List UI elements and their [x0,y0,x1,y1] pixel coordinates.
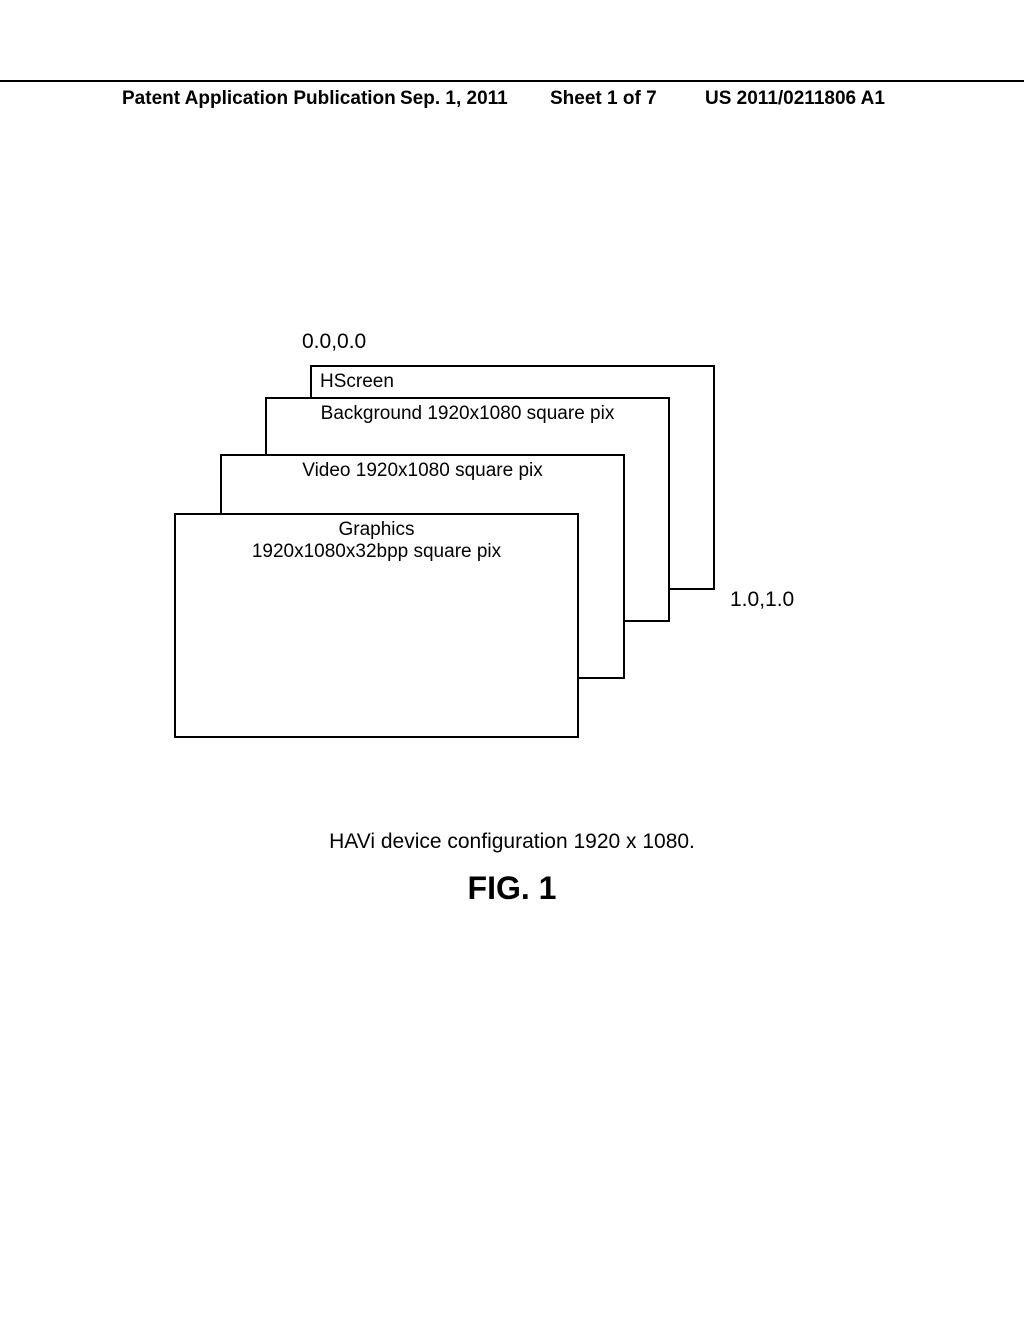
header-date: Sep. 1, 2011 [400,88,508,110]
header-divider [0,80,1024,82]
layer-hscreen-label: HScreen [320,371,705,393]
header-publication-number: US 2011/0211806 A1 [705,88,885,110]
layer-video-label: Video 1920x1080 square pix [230,460,615,482]
figure-title: FIG. 1 [0,870,1024,907]
coordinate-origin-label: 0.0,0.0 [302,330,366,354]
layer-background-label: Background 1920x1080 square pix [275,403,660,425]
coordinate-end-label: 1.0,1.0 [730,588,794,612]
figure-caption: HAVi device configuration 1920 x 1080. [0,830,1024,854]
layer-graphics: Graphics 1920x1080x32bpp square pix [174,513,579,738]
layer-graphics-label-1: Graphics [184,519,569,541]
header-publication-type: Patent Application Publication [122,88,396,110]
layer-graphics-label-2: 1920x1080x32bpp square pix [184,541,569,563]
header-sheet: Sheet 1 of 7 [550,88,657,110]
